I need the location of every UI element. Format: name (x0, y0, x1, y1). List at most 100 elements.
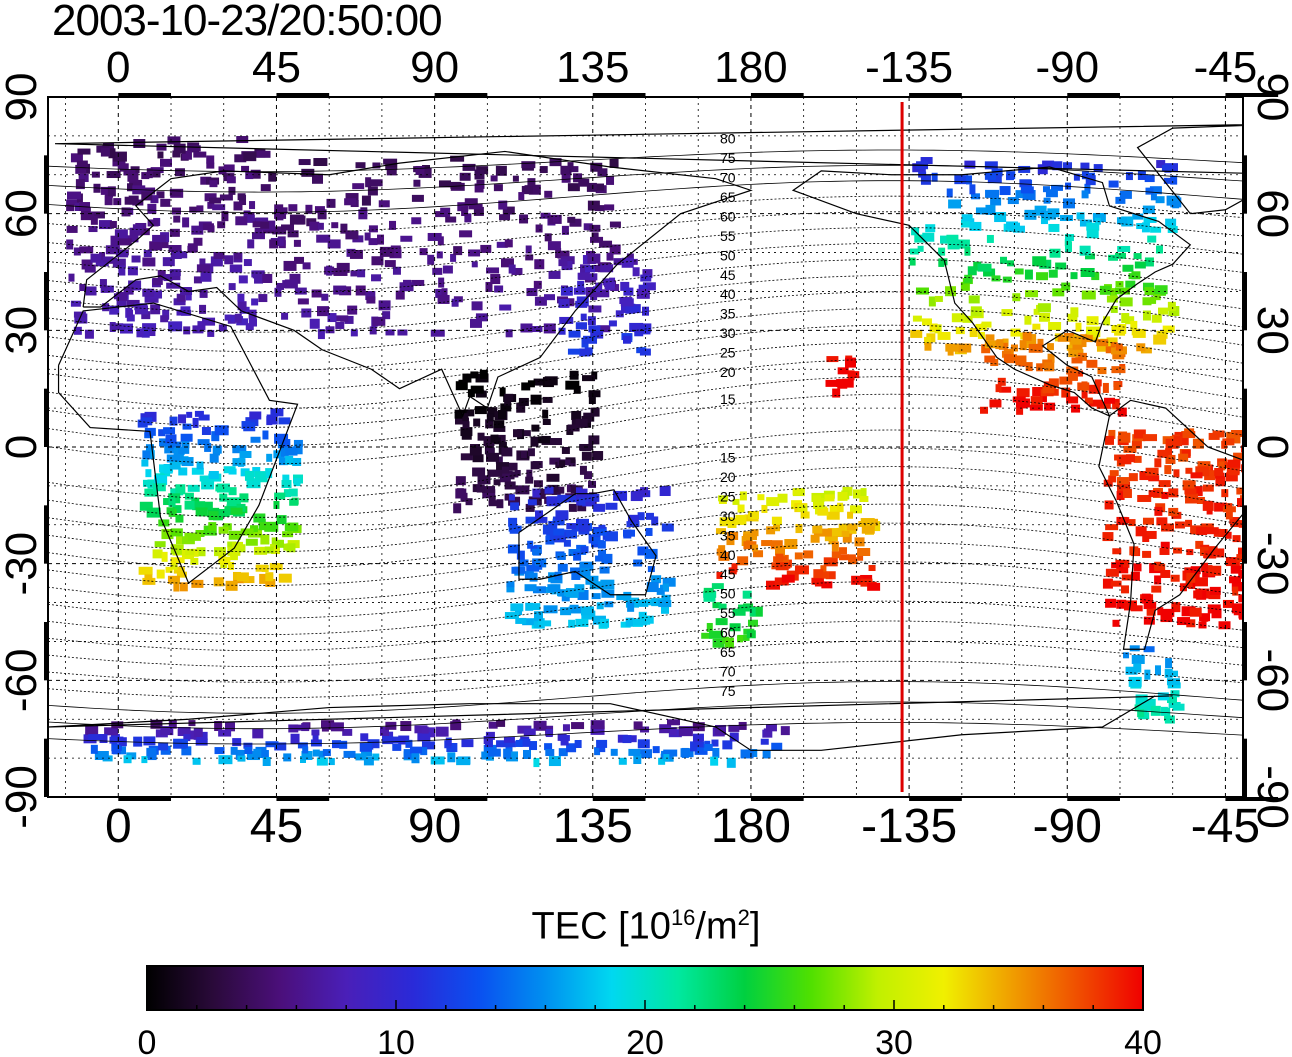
tec-cell (360, 733, 369, 742)
tec-cell (750, 749, 758, 758)
tec-cell (163, 274, 173, 282)
tec-cell (1202, 500, 1214, 511)
frame-tick-top (1067, 93, 1120, 97)
frame-tick-bottom (1067, 797, 1120, 801)
frame-tick-right (1243, 738, 1247, 797)
tec-cell (1116, 567, 1129, 574)
tec-cell (638, 749, 652, 759)
dip-label: 35 (720, 527, 736, 543)
tec-cell (1111, 366, 1126, 374)
tec-cell (1186, 619, 1196, 628)
tec-cell (234, 252, 242, 260)
tec-cell (262, 430, 269, 440)
tec-cell (712, 747, 720, 758)
tec-cell (621, 257, 634, 268)
tec-cell (595, 183, 605, 191)
tec-cell (269, 563, 283, 571)
tec-cell (454, 417, 469, 425)
tec-cell (1156, 160, 1166, 169)
tec-cell (1049, 248, 1061, 258)
tec-cell (316, 234, 331, 243)
tec-cell (975, 207, 989, 215)
colorbar-label-suffix: ] (749, 905, 761, 948)
colorbar-label-exp2: 2 (737, 905, 750, 930)
tec-cell (265, 468, 273, 479)
tec-cell (954, 175, 969, 185)
tec-cell (168, 245, 182, 253)
tec-cell (1165, 438, 1179, 449)
tec-cell (357, 269, 366, 278)
tec-cell (1085, 175, 1096, 186)
tec-cell (372, 162, 381, 169)
tec-cell (1039, 393, 1047, 403)
tec-cell (1194, 486, 1203, 497)
tec-cell (1194, 577, 1208, 587)
tec-cell (207, 329, 215, 337)
tec-cell (178, 467, 188, 476)
tec-cell (266, 453, 273, 462)
tec-cell (1103, 397, 1115, 404)
tec-cell (628, 748, 641, 756)
coast-australia (518, 489, 657, 596)
tec-cell (445, 216, 457, 223)
tec-cell (345, 230, 359, 240)
tec-cell (236, 136, 249, 144)
tec-cell (519, 738, 531, 747)
tec-cell (766, 526, 776, 535)
tec-cell (975, 323, 982, 331)
tec-cell (716, 571, 723, 579)
tec-cell (544, 486, 554, 494)
tec-cell (605, 502, 618, 510)
tec-cell (567, 424, 580, 432)
tec-cell (490, 175, 498, 182)
tec-cell (544, 743, 553, 751)
tec-cell (1137, 494, 1152, 502)
tec-cell (398, 735, 410, 745)
tec-cell (66, 191, 81, 200)
tec-cell (1117, 245, 1131, 252)
tec-cell (465, 498, 473, 506)
tec-cell (1081, 190, 1089, 199)
tec-cell (991, 168, 1003, 177)
tec-cell (254, 546, 268, 555)
tec-cell (436, 251, 443, 259)
tec-cell (848, 371, 860, 379)
tec-cell (269, 239, 279, 249)
tec-cell (214, 721, 223, 732)
tec-cell (991, 275, 1001, 282)
lon-tick-top: 0 (106, 43, 130, 92)
tec-cell (1081, 171, 1089, 180)
tec-cell (245, 417, 259, 427)
tec-cell (75, 179, 85, 190)
tec-cell (123, 169, 136, 176)
tec-cell (639, 348, 651, 356)
tec-cell (1072, 341, 1083, 350)
tec-cell (70, 300, 81, 307)
tec-cell (579, 465, 587, 475)
tec-cell (228, 468, 237, 475)
tec-cell (207, 225, 215, 233)
tec-cell (596, 602, 604, 610)
tec-cell (532, 548, 542, 555)
tec-cell (1171, 602, 1181, 613)
tec-cell (577, 503, 587, 512)
tec-cell (432, 267, 443, 275)
tec-cell (647, 566, 655, 573)
tec-cell (475, 390, 487, 398)
tec-cell (508, 519, 516, 526)
tec-cell (1149, 186, 1162, 195)
tec-cell (204, 442, 212, 452)
tec-cell (854, 537, 865, 547)
tec-cell (174, 168, 185, 177)
tec-cell (154, 541, 166, 548)
tec-cell (227, 561, 234, 570)
tec-cell (234, 313, 242, 323)
tec-cell (924, 336, 932, 345)
tec-cell (475, 313, 488, 322)
tec-cell (1208, 591, 1221, 600)
dip-line (48, 324, 1243, 391)
tec-cell (573, 385, 581, 394)
tec-cell (460, 453, 473, 461)
tec-cell (543, 605, 558, 614)
tec-cell (548, 270, 561, 279)
